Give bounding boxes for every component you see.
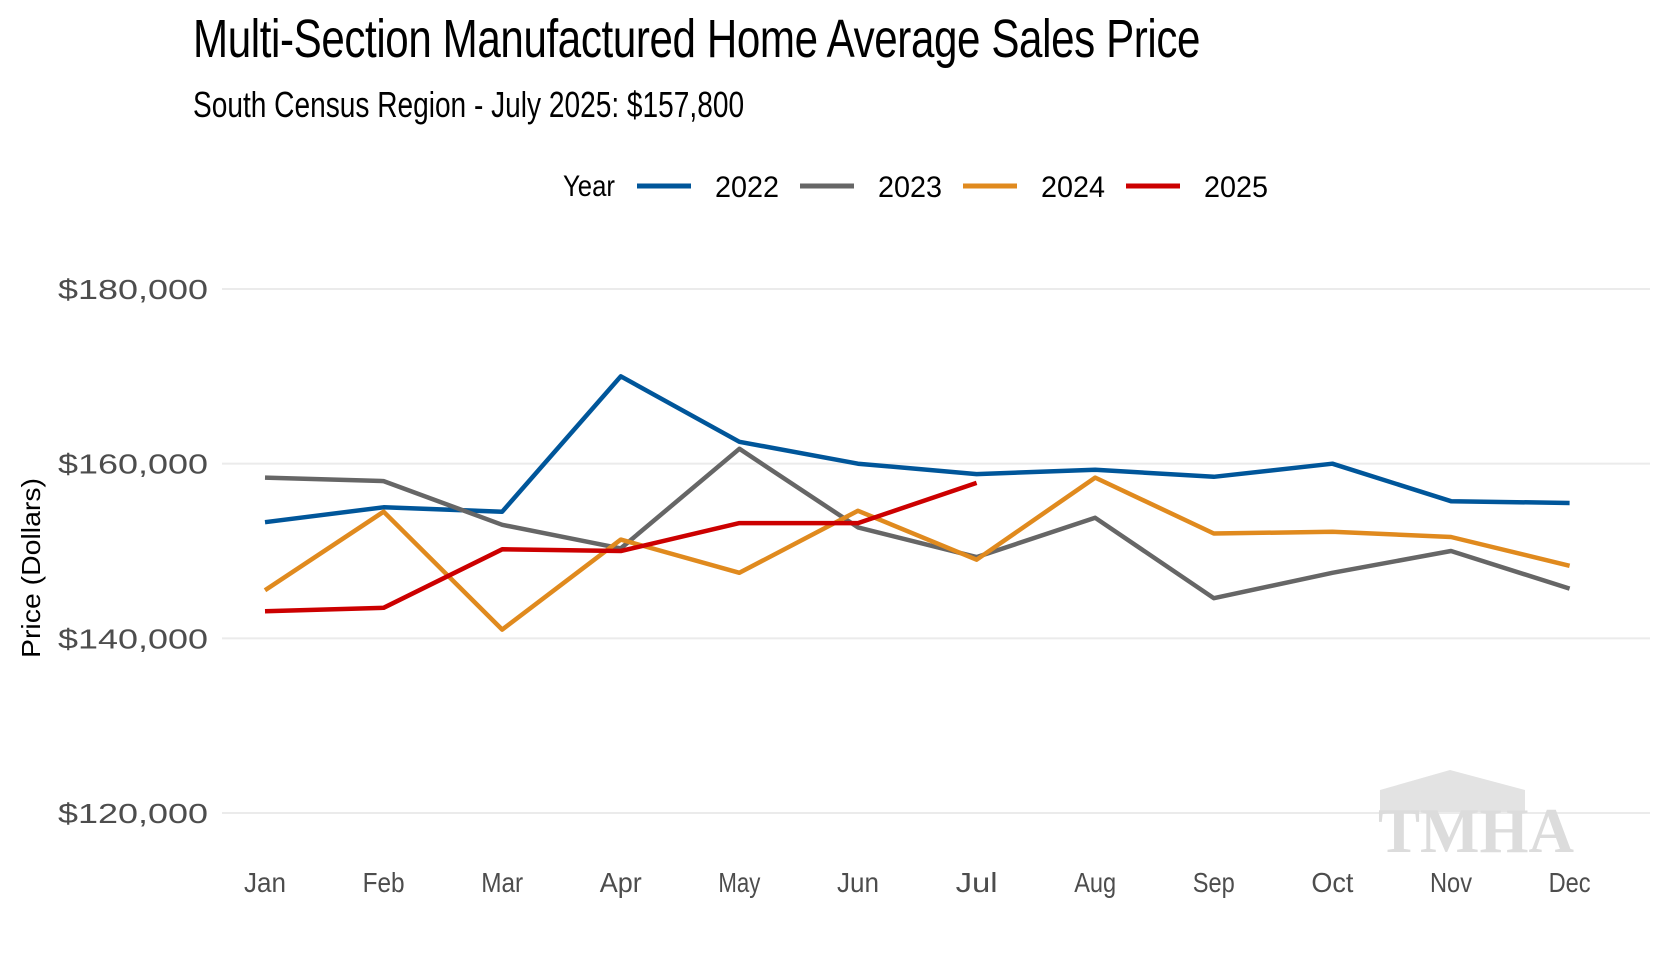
x-tick-label: Sep [1193, 867, 1235, 898]
x-axis-ticks: Jan Feb Mar Apr May Jun Jul Aug Sep Oct Nov Dec [244, 867, 1591, 898]
series-line-2025 [264, 480, 978, 614]
legend-item-2024: 2024 [963, 171, 1105, 204]
legend-label: 2023 [878, 171, 942, 204]
y-axis-title: Price (Dollars) [16, 478, 46, 658]
x-tick-label: Nov [1430, 867, 1472, 898]
x-tick-label: Dec [1549, 867, 1591, 898]
x-tick-label: Mar [481, 867, 523, 898]
x-tick-label: Jan [244, 867, 286, 898]
x-tick-label: Jun [837, 867, 879, 898]
x-tick-label: Feb [363, 867, 405, 898]
series-line-2022 [264, 374, 1570, 525]
x-tick-label: Jul [956, 867, 998, 898]
watermark-house-icon [1380, 770, 1525, 812]
y-tick-label: $140,000 [58, 623, 208, 654]
legend-label: 2022 [715, 171, 779, 204]
series-lines [263, 374, 1571, 632]
gridlines [222, 288, 1650, 814]
x-tick-label: May [718, 867, 760, 898]
y-axis-ticks: $120,000 $140,000 $160,000 $180,000 [58, 274, 208, 829]
legend-item-2025: 2025 [1126, 171, 1268, 204]
legend-title: Year [563, 170, 615, 203]
x-tick-label: Apr [600, 867, 642, 898]
y-tick-label: $120,000 [58, 798, 208, 829]
series-line-2024 [263, 475, 1571, 632]
x-tick-label: Oct [1311, 867, 1353, 898]
chart-title: Multi-Section Manufactured Home Average … [193, 9, 1201, 69]
legend-label: 2025 [1204, 171, 1268, 204]
legend-item-2022: 2022 [637, 171, 779, 204]
tmha-watermark: TMHA [1378, 770, 1574, 866]
y-tick-label: $180,000 [58, 274, 208, 305]
series-line-2023 [264, 446, 1571, 601]
y-tick-label: $160,000 [58, 449, 208, 480]
legend: Year 2022 2023 2024 2025 [563, 170, 1268, 204]
legend-item-2023: 2023 [800, 171, 942, 204]
watermark-text: TMHA [1378, 795, 1574, 866]
chart-subtitle: South Census Region - July 2025: $157,80… [193, 84, 745, 125]
legend-label: 2024 [1041, 171, 1105, 204]
x-tick-label: Aug [1074, 867, 1116, 898]
